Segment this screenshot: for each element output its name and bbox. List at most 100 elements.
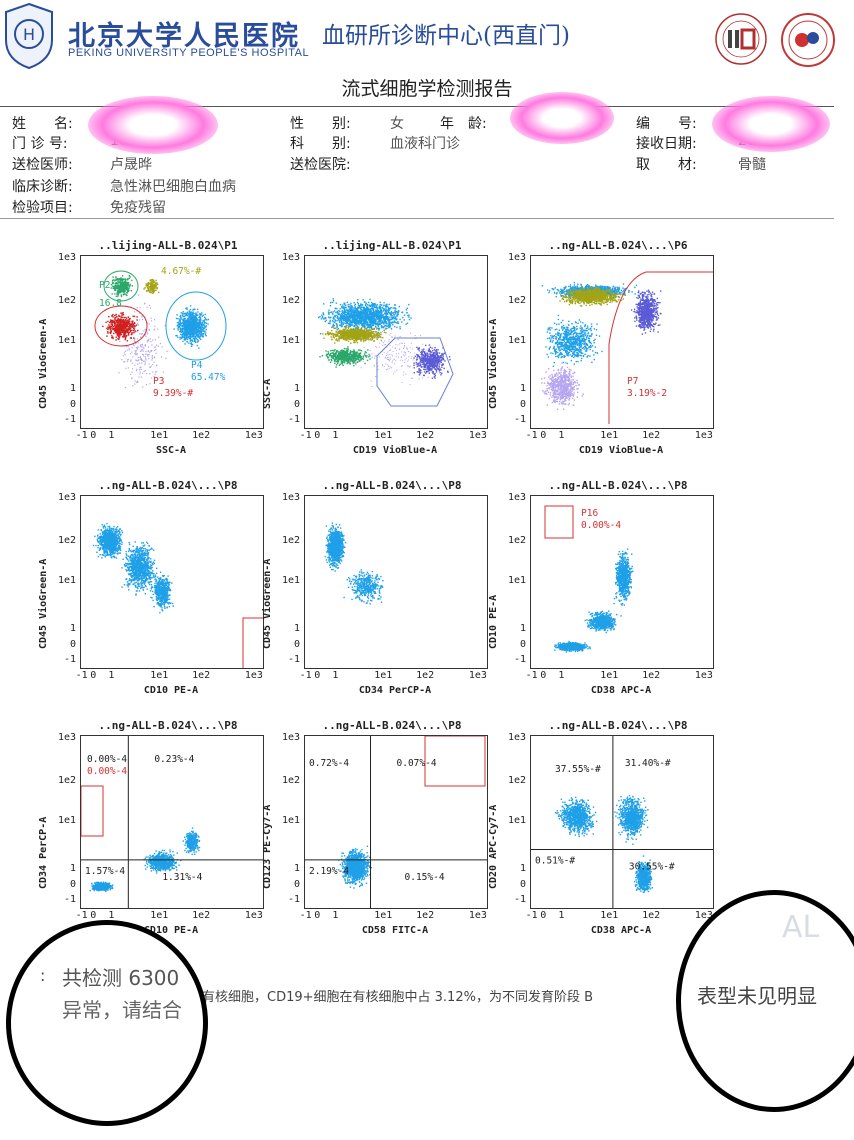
plot-y-tick: 1e2 (506, 295, 526, 306)
gate-percent: 65.47% (191, 372, 226, 383)
plot-y-tick: 1e2 (506, 535, 526, 546)
diagnosis-center-logo (780, 12, 836, 68)
scatter-plot: P73.19%-2 (541, 271, 713, 424)
plot-x-axis-label: CD38 APC-A (530, 925, 712, 936)
plot-x-tick: 0 (540, 430, 546, 441)
svg-text:H: H (23, 25, 35, 44)
plot-area: P16 0.00%-4 (530, 495, 714, 669)
plot-y-tick: -1 (280, 894, 300, 905)
plot-title: ..lijing-ALL-B.024\P1 (302, 239, 482, 252)
plot-x-tick: 1 (332, 430, 338, 441)
center-name-cn: 血研所诊断中心(西直门) (322, 16, 570, 50)
plot-x-tick: 1 (108, 910, 114, 921)
plot-y-tick: 1e2 (280, 295, 300, 306)
plot-y-tick: 1e2 (56, 535, 76, 546)
plot-y-tick: -1 (56, 414, 76, 425)
plot-area: 0.72%-4 0.07%-4 2.19%-4 0.15%-4 (304, 735, 488, 909)
gate-percent: 16.8 (99, 298, 122, 309)
plot-area (304, 255, 488, 429)
quadrant-label: 2.19%-4 (309, 866, 349, 877)
flow-plot-panel: ..lijing-ALL-B.024\P1 CD45 VioGreen-A SSC-… (38, 239, 278, 474)
plot-area: 0.00%-4 0.00%-4 0.23%-4 1.57%-4 1.31%-4 (80, 735, 264, 909)
quadrant-label: 0.51%-# (535, 856, 575, 867)
plot-x-tick: 0 (314, 910, 320, 921)
gate-label: P3 (153, 376, 164, 387)
plot-x-axis-label: CD34 PerCP-A (304, 685, 486, 696)
quadrant-label: 1.31%-4 (162, 872, 202, 883)
plot-area: P7 3.19%-2 (530, 255, 714, 429)
plot-title: ..ng-ALL-B.024\...\P8 (78, 719, 258, 732)
plot-y-tick: 1e2 (56, 775, 76, 786)
flow-plot-panel: ..ng-ALL-B.024\...\P8 CD20 APC-Cy7-A CD38 … (488, 719, 728, 954)
scatter-plot: 37.55%-# 31.40%-# 0.51%-# 30.55%-# (531, 736, 713, 908)
plot-x-tick: 1 (108, 670, 114, 681)
plot-y-tick: 1e3 (506, 492, 526, 503)
plot-y-tick: -1 (56, 654, 76, 665)
plot-y-tick: 0 (506, 639, 526, 650)
plot-x-tick: 1 (332, 670, 338, 681)
gate-label: P16 (581, 508, 598, 519)
plot-y-tick: -1 (506, 894, 526, 905)
hematology-institute-logo (714, 12, 768, 66)
plot-x-tick: 1e1 (150, 430, 168, 441)
plot-y-axis-label: CD45 VioGreen-A (38, 319, 49, 409)
plot-y-tick: 1e2 (280, 535, 300, 546)
redaction-blur-name (88, 96, 218, 154)
plot-y-tick: 1e1 (506, 815, 526, 826)
plot-x-tick: 1e1 (600, 910, 618, 921)
plot-y-tick: 0 (56, 399, 76, 410)
plot-y-tick: 1 (280, 863, 300, 874)
plot-x-tick: -1 (76, 670, 88, 681)
quadrant-label: 0.07%-4 (397, 758, 437, 769)
scatter-plot (324, 522, 384, 605)
plot-x-axis-label: CD38 APC-A (530, 685, 712, 696)
dept-label: 科 别: (290, 133, 351, 153)
plot-y-tick: 1e3 (280, 492, 300, 503)
plot-x-tick: 1e3 (469, 910, 487, 921)
plot-y-axis-label: CD34 PerCP-A (38, 817, 49, 889)
plot-x-tick: 1e2 (642, 670, 660, 681)
plot-x-tick: 1e2 (416, 430, 434, 441)
plot-y-axis-label: CD45 VioGreen-A (488, 319, 499, 409)
plot-x-tick: 1e2 (192, 670, 210, 681)
plot-x-tick: 1e2 (416, 670, 434, 681)
plot-x-tick: 1 (558, 430, 564, 441)
plot-y-tick: 1 (56, 623, 76, 634)
quadrant-label: 37.55%-# (555, 764, 601, 775)
plot-area: 37.55%-# 31.40%-# 0.51%-# 30.55%-# (530, 735, 714, 909)
clinic-no-label: 门 诊 号: (12, 133, 68, 153)
name-label: 姓 名: (12, 113, 73, 133)
dept-value: 血液科门诊 (390, 133, 460, 153)
received-label: 接收日期: (636, 133, 697, 153)
flow-plot-panel: ..ng-ALL-B.024\...\P8 CD34 PerCP-A CD10 PE… (38, 719, 278, 954)
plot-y-tick: 0 (280, 879, 300, 890)
plot-y-tick: 1e1 (56, 575, 76, 586)
plot-title: ..ng-ALL-B.024\...\P8 (302, 479, 482, 492)
plot-x-tick: -1 (526, 910, 538, 921)
plot-y-tick: -1 (280, 414, 300, 425)
scatter-plot: 0.72%-4 0.07%-4 2.19%-4 0.15%-4 (305, 736, 487, 908)
plot-y-tick: 1e1 (506, 575, 526, 586)
annotation-circle-left (6, 920, 208, 1126)
fields-divider (0, 218, 834, 219)
plot-y-axis-label: CD123 PE-Cy7-A (262, 805, 273, 889)
redaction-blur-age (510, 92, 614, 144)
diagnosis-label: 临床诊断: (12, 176, 73, 196)
scatter-plot: 0.00%-40.00%-4 0.23%-4 1.57%-4 1.31%-4 (81, 736, 263, 908)
plot-y-axis-label: CD45 VioGreen-A (262, 559, 273, 649)
plot-y-tick: 1e3 (56, 732, 76, 743)
plot-x-tick: 1e1 (150, 910, 168, 921)
flow-plot-panel: ..ng-ALL-B.024\...\P6 CD45 VioGreen-A CD19… (488, 239, 728, 474)
plot-x-tick: -1 (76, 910, 88, 921)
plot-x-tick: 0 (540, 670, 546, 681)
plot-x-tick: -1 (526, 670, 538, 681)
plot-x-tick: 1e1 (374, 670, 392, 681)
plot-x-tick: 1e2 (192, 430, 210, 441)
plot-y-tick: 1e1 (280, 815, 300, 826)
gate-percent: 9.39%-# (153, 388, 193, 399)
plot-y-axis-label: CD10 PE-A (488, 595, 499, 649)
plot-y-tick: 1e1 (280, 335, 300, 346)
gate-percent: 4.67%-# (161, 266, 201, 277)
